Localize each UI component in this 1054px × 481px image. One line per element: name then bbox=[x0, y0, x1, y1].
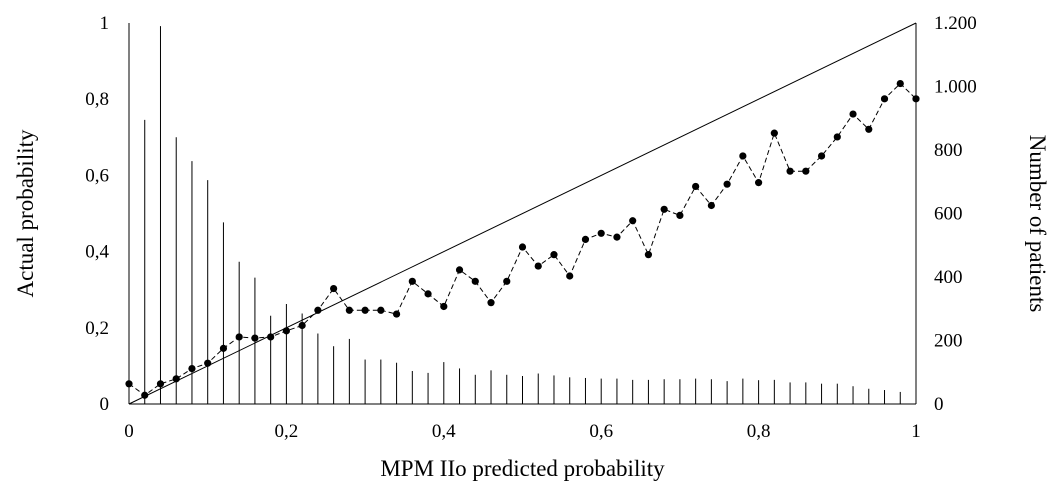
series-line bbox=[128, 82, 917, 396]
series-point bbox=[377, 306, 385, 314]
x-tick-label: 0,4 bbox=[432, 421, 456, 442]
series-point bbox=[676, 211, 684, 220]
right-y-tick-label: 400 bbox=[934, 267, 963, 288]
series-point bbox=[219, 344, 228, 352]
right-y-tick-label: 1.200 bbox=[934, 13, 977, 34]
series-point bbox=[408, 277, 416, 285]
x-axis-title: MPM IIo predicted probability bbox=[380, 456, 665, 481]
series-point bbox=[282, 327, 290, 335]
series-point bbox=[251, 334, 259, 342]
x-tick-labels: 0 0,2 0,4 0,6 0,8 1 bbox=[124, 421, 921, 442]
x-tick-label: 1 bbox=[911, 421, 921, 442]
series-point bbox=[581, 235, 590, 244]
right-y-tick-label: 800 bbox=[934, 140, 963, 161]
series-point bbox=[345, 306, 353, 314]
series-point bbox=[692, 182, 700, 191]
left-y-tick-label: 1 bbox=[100, 13, 110, 34]
right-y-tick-label: 200 bbox=[934, 331, 963, 352]
right-y-tick-label: 600 bbox=[934, 204, 963, 225]
x-tick-label: 0,8 bbox=[747, 421, 771, 442]
series-point bbox=[755, 179, 763, 187]
series-point bbox=[518, 243, 527, 251]
right-y-tick-label: 1.000 bbox=[934, 77, 977, 98]
series-point bbox=[912, 95, 920, 103]
series-point bbox=[471, 277, 479, 285]
left-y-axis-title: Actual probability bbox=[13, 129, 38, 297]
series-point bbox=[314, 306, 322, 314]
actual-probability-series bbox=[125, 79, 920, 399]
series-point bbox=[849, 110, 857, 118]
series-point bbox=[455, 266, 464, 274]
series-point bbox=[267, 333, 275, 341]
x-tick-label: 0,6 bbox=[589, 421, 613, 442]
series-point bbox=[786, 167, 794, 175]
series-point bbox=[235, 333, 243, 341]
left-y-tick-label: 0,2 bbox=[85, 318, 109, 339]
series-point bbox=[487, 299, 495, 307]
series-point bbox=[141, 391, 149, 399]
series-point bbox=[440, 302, 448, 311]
series-point bbox=[361, 306, 369, 314]
right-y-tick-label: 0 bbox=[934, 394, 944, 415]
series-point bbox=[566, 272, 574, 280]
series-point bbox=[896, 79, 904, 88]
series-point bbox=[125, 380, 133, 388]
reference-diagonal-line bbox=[128, 22, 917, 405]
series-point bbox=[644, 251, 653, 259]
patient-count-bars bbox=[144, 26, 901, 404]
x-tick-label: 0,2 bbox=[275, 421, 299, 442]
series-point bbox=[424, 290, 432, 298]
series-point bbox=[723, 180, 731, 188]
left-y-tick-labels: 0 0,2 0,4 0,6 0,8 1 bbox=[85, 13, 109, 415]
left-y-tick-label: 0 bbox=[100, 394, 110, 415]
series-point bbox=[156, 380, 165, 388]
series-point bbox=[802, 167, 810, 175]
series-point bbox=[204, 359, 212, 367]
reference-line-group bbox=[128, 22, 917, 405]
left-y-tick-label: 0,6 bbox=[85, 165, 109, 186]
series-point bbox=[392, 310, 401, 318]
series-point bbox=[833, 133, 841, 141]
series-point bbox=[865, 125, 873, 133]
series-point bbox=[707, 201, 715, 210]
series-point bbox=[613, 233, 621, 241]
series-point bbox=[770, 129, 778, 137]
series-point bbox=[597, 229, 605, 237]
series-point bbox=[534, 262, 542, 270]
series-point bbox=[503, 277, 511, 285]
left-y-tick-label: 0,8 bbox=[85, 89, 109, 110]
series-point bbox=[629, 217, 637, 225]
left-y-tick-label: 0,4 bbox=[85, 242, 109, 263]
series-point bbox=[550, 251, 558, 259]
series-point bbox=[739, 152, 747, 160]
series-point bbox=[660, 205, 668, 213]
series-point bbox=[330, 284, 338, 293]
series-point bbox=[298, 321, 306, 330]
series-point bbox=[880, 95, 889, 103]
right-y-tick-labels: 0 200 400 600 800 1.000 1.200 bbox=[934, 13, 977, 415]
series-point bbox=[172, 375, 180, 383]
series-point bbox=[188, 364, 196, 373]
series-point bbox=[817, 152, 826, 160]
right-y-axis-title: Number of patients bbox=[1025, 135, 1050, 313]
x-tick-label: 0 bbox=[124, 421, 134, 442]
